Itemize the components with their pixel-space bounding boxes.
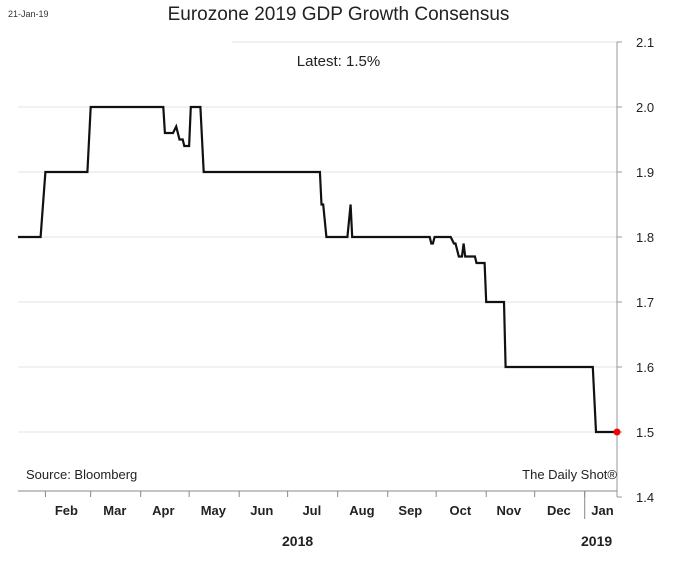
date-stamp: 21-Jan-19 (8, 9, 49, 19)
x-tick-label: Jul (302, 503, 321, 518)
x-tick-label: Nov (497, 503, 522, 518)
y-tick-label: 1.7 (636, 295, 654, 310)
y-tick-label: 1.9 (636, 165, 654, 180)
x-tick-label: Feb (55, 503, 78, 518)
source-note: Source: Bloomberg (26, 467, 138, 482)
year-label-2019: 2019 (581, 533, 613, 549)
x-tick-label: Aug (349, 503, 374, 518)
x-tick-label: May (201, 503, 227, 518)
series-line (18, 105, 617, 434)
y-tick-label: 1.8 (636, 230, 654, 245)
latest-value-label: Latest: 1.5% (296, 53, 381, 70)
x-tick-label: Oct (450, 503, 472, 518)
x-tick-label: Jun (250, 503, 273, 518)
y-tick-label: 1.6 (636, 360, 654, 375)
y-tick-label: 2.0 (636, 100, 654, 115)
x-tick-label: Jan (591, 503, 613, 518)
credit-note: The Daily Shot® (522, 467, 617, 482)
x-tick-label: Mar (103, 503, 126, 518)
latest-point-marker (613, 428, 621, 436)
x-tick-label: Apr (152, 503, 174, 518)
y-tick-label: 1.5 (636, 425, 654, 440)
y-tick-label: 1.4 (636, 490, 654, 505)
x-tick-label: Dec (547, 503, 571, 518)
y-tick-label: 2.1 (636, 35, 654, 50)
chart-title: Eurozone 2019 GDP Growth Consensus (167, 4, 510, 25)
year-label-2018: 2018 (282, 533, 314, 549)
x-tick-label: Sep (398, 503, 422, 518)
